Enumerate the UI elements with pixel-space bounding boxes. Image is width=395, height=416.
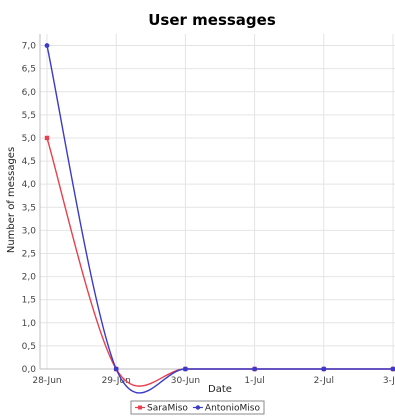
- x-tick-label: 29-Jun: [102, 376, 131, 386]
- data-point: [252, 366, 257, 372]
- y-tick-label: 0,5: [22, 342, 36, 352]
- y-tick-label: 4,0: [22, 180, 37, 190]
- x-tick-labels: 28-Jun 29-Jun 30-Jun 1-Jul 2-Jul 3-Jul: [32, 376, 395, 386]
- data-point: [44, 43, 50, 48]
- y-tick-label: 5,0: [22, 134, 37, 144]
- y-tick-label: 5,5: [22, 111, 36, 121]
- data-point: [321, 366, 327, 372]
- x-tick-label: 2-Jul: [314, 376, 334, 386]
- legend-swatch: [195, 405, 201, 410]
- x-tick-label: 1-Jul: [244, 376, 264, 386]
- x-tick-label: 30-Jun: [171, 376, 200, 386]
- legend-swatch: [138, 405, 143, 410]
- y-tick-label: 1,0: [22, 319, 37, 329]
- series-line-2: [46, 45, 393, 394]
- series-line-1: [46, 137, 393, 387]
- data-point: [113, 366, 119, 372]
- series: [44, 43, 395, 394]
- y-tick-labels: 0,0 0,5 1,0 1,5 2,0 2,5 3,0 3,5 4,0 4,5 5,0 5,5 6,0 6…: [22, 42, 37, 375]
- data-point: [183, 366, 188, 372]
- y-tick-label: 7,0: [22, 42, 37, 52]
- y-tick-label: 2,0: [22, 273, 37, 283]
- grid: [39, 34, 395, 370]
- data-point: [390, 366, 395, 372]
- legend: SaraMiso AntonioMiso: [130, 400, 265, 415]
- y-tick-label: 1,5: [22, 296, 36, 306]
- chart-title: User messages: [148, 11, 276, 29]
- y-tick-label: 3,0: [22, 226, 37, 236]
- y-tick-label: 3,5: [22, 203, 36, 213]
- data-point: [44, 135, 50, 141]
- y-axis-label: Number of messages: [6, 147, 17, 253]
- y-tick-label: 0,0: [22, 365, 37, 375]
- x-tick-label: 28-Jun: [32, 376, 61, 386]
- x-tick-label: 3-Jul: [383, 376, 395, 386]
- y-tick-label: 2,5: [22, 249, 36, 259]
- y-tick-label: 4,5: [22, 157, 36, 167]
- y-tick-label: 6,0: [22, 88, 37, 98]
- legend-entry: AntonioMiso: [205, 404, 261, 414]
- x-axis-label: Date: [208, 384, 232, 395]
- y-tick-label: 6,5: [22, 65, 36, 75]
- legend-entry: SaraMiso: [147, 404, 188, 414]
